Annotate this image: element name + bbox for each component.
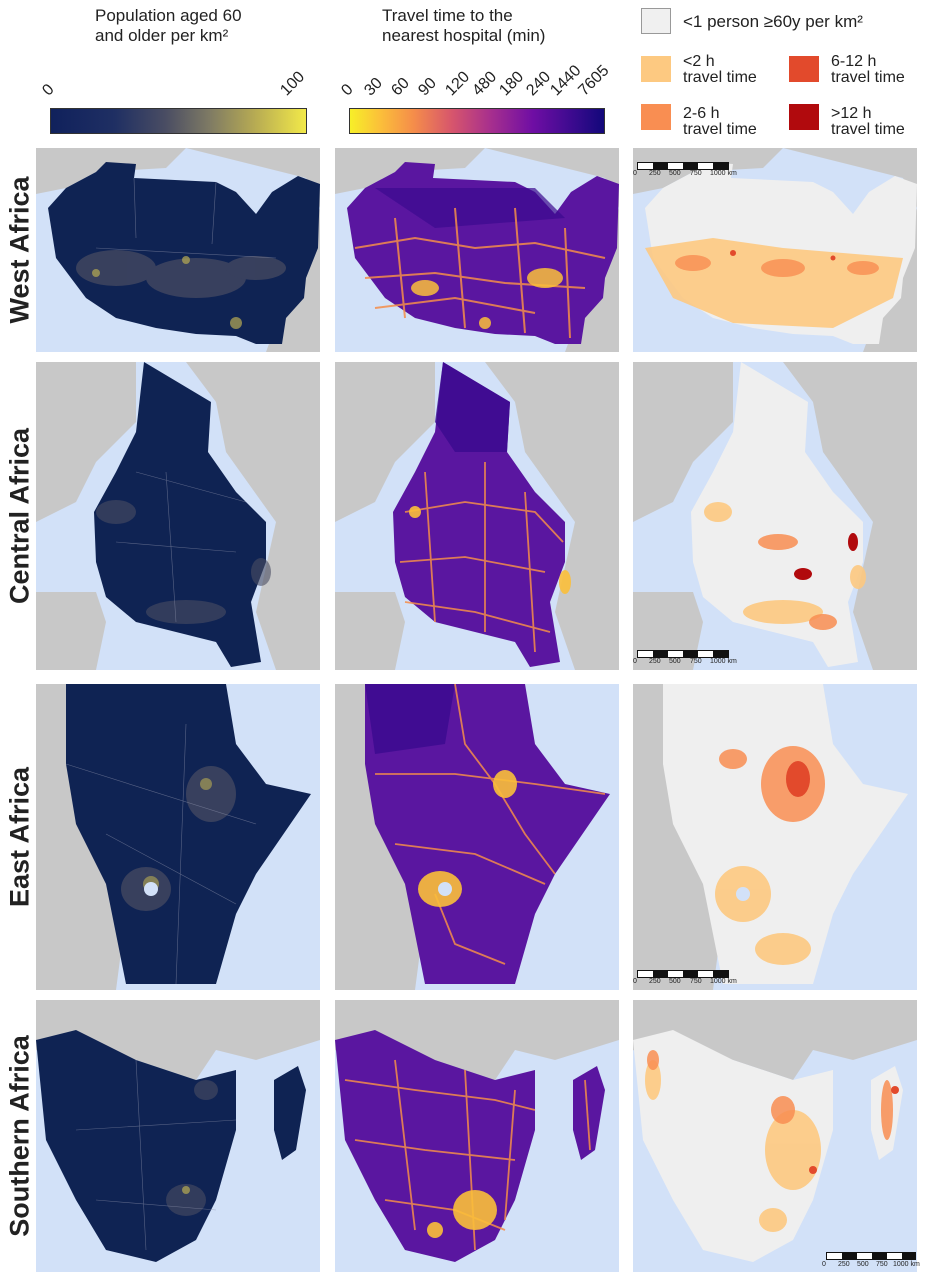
scale-bar-southern [826, 1252, 916, 1260]
scale-label: 1000 km [893, 1261, 920, 1268]
legend-swatch-under-2h [641, 56, 671, 82]
map-east-africa-categories [633, 684, 917, 990]
map-central-africa-population [36, 362, 320, 670]
map-southern-africa-categories [633, 1000, 917, 1272]
scale-bar-central [637, 650, 729, 658]
map-east-africa-travel-time [335, 684, 619, 990]
travel-tick: 30 [361, 74, 386, 100]
region-label-southern-africa: Southern Africa [4, 1035, 35, 1237]
travel-time-colorbar [349, 108, 605, 134]
scale-label: 250 [649, 170, 661, 177]
scale-bar-east [637, 970, 729, 978]
travel-tick: 0 [338, 80, 357, 100]
scale-label: 500 [669, 170, 681, 177]
region-label-central-africa: Central Africa [4, 427, 35, 605]
map-west-africa-categories [633, 148, 917, 352]
population-tick: 0 [39, 80, 58, 100]
travel-tick: 120 [442, 68, 474, 100]
scale-label: 500 [669, 978, 681, 985]
scale-label: 500 [669, 658, 681, 665]
scale-label: 750 [876, 1261, 888, 1268]
legend-label-under-2h: <2 h travel time [683, 53, 757, 86]
legend-swatch-low-density [641, 8, 671, 34]
map-east-africa-population [36, 684, 320, 990]
map-central-africa-categories [633, 362, 917, 670]
travel-tick: 180 [496, 68, 528, 100]
legend-swatch-6-12h [789, 56, 819, 82]
travel-tick: 7605 [575, 62, 613, 100]
scale-bar-west [637, 162, 729, 170]
legend-label-over-12h: >12 h travel time [831, 105, 905, 138]
map-west-africa-population [36, 148, 320, 352]
map-southern-africa-travel-time [335, 1000, 619, 1272]
scale-label: 250 [649, 658, 661, 665]
map-southern-africa-population [36, 1000, 320, 1272]
scale-label: 0 [822, 1261, 826, 1268]
scale-label: 1000 km [710, 658, 737, 665]
region-label-east-africa: East Africa [4, 766, 35, 908]
scale-label: 500 [857, 1261, 869, 1268]
scale-label: 0 [633, 170, 637, 177]
scale-label: 0 [633, 978, 637, 985]
scale-label: 1000 km [710, 978, 737, 985]
map-central-africa-travel-time [335, 362, 619, 670]
scale-label: 250 [838, 1261, 850, 1268]
scale-label: 1000 km [710, 170, 737, 177]
scale-label: 0 [633, 658, 637, 665]
region-label-west-africa: West Africa [4, 176, 35, 324]
map-west-africa-travel-time [335, 148, 619, 352]
scale-label: 750 [690, 170, 702, 177]
scale-label: 750 [690, 658, 702, 665]
travel-tick: 90 [415, 74, 440, 100]
legend-swatch-2-6h [641, 104, 671, 130]
population-colorbar [50, 108, 307, 134]
travel-time-header: Travel time to the nearest hospital (min… [382, 6, 546, 45]
travel-tick: 60 [388, 74, 413, 100]
legend-label-2-6h: 2-6 h travel time [683, 105, 757, 138]
population-tick: 100 [277, 68, 309, 100]
legend-swatch-over-12h [789, 104, 819, 130]
travel-tick: 1440 [547, 62, 585, 100]
travel-tick: 480 [469, 68, 501, 100]
legend-label-6-12h: 6-12 h travel time [831, 53, 905, 86]
scale-label: 750 [690, 978, 702, 985]
legend-label-low-density: <1 person ≥60y per km² [683, 12, 863, 31]
scale-label: 250 [649, 978, 661, 985]
population-header: Population aged 60 and older per km² [95, 6, 242, 45]
